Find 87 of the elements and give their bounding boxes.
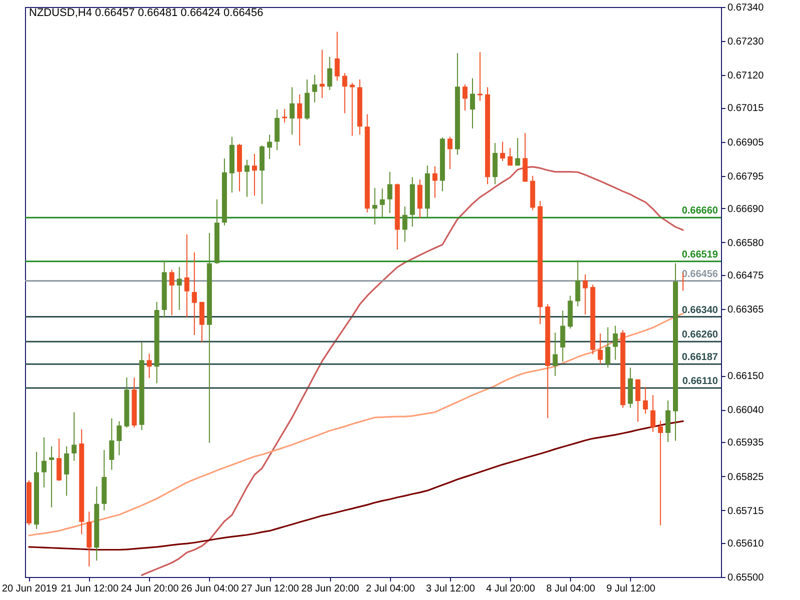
x-tick-label: 27 Jun 12:00	[241, 584, 300, 594]
candlestick	[42, 436, 47, 488]
candlestick	[575, 260, 580, 307]
candlestick	[650, 394, 656, 433]
candlestick	[515, 138, 520, 166]
candlestick	[665, 400, 670, 442]
candlestick	[290, 86, 295, 136]
candlestick	[552, 332, 558, 376]
candlestick	[560, 310, 566, 362]
x-tick-label: 3 Jul 12:00	[426, 584, 476, 594]
candlestick	[56, 438, 62, 482]
y-tick-label: 0.66580	[728, 238, 764, 249]
candlestick	[169, 269, 174, 316]
candlestick	[146, 353, 152, 379]
y-tick-label: 0.65825	[728, 472, 764, 483]
x-tick-label: 21 Jun 12:00	[60, 584, 119, 594]
x-tick-label: 28 Jun 20:00	[301, 584, 360, 594]
candlestick	[470, 78, 476, 129]
y-tick-label: 0.67120	[728, 70, 764, 82]
candlestick	[109, 418, 114, 470]
y-tick-label: 0.65500	[728, 572, 764, 584]
y-tick-label: 0.66905	[728, 137, 764, 148]
candlestick	[387, 171, 392, 214]
candlestick	[64, 446, 70, 496]
candlestick	[176, 266, 182, 310]
candlestick	[417, 179, 422, 219]
candlestick	[297, 94, 302, 146]
candlestick	[342, 72, 348, 114]
x-tick-label: 24 Jun 20:00	[120, 584, 180, 594]
candlestick	[582, 274, 588, 316]
candlestick	[116, 420, 122, 456]
y-tick-label: 0.66150	[728, 371, 764, 382]
candlestick	[192, 252, 197, 336]
candlestick	[642, 386, 648, 414]
candlestick	[508, 147, 513, 166]
y-tick-label: 0.66795	[728, 171, 764, 182]
candlestick	[658, 420, 663, 526]
candlestick	[372, 187, 378, 225]
candlestick	[522, 132, 528, 182]
y-tick-label: 0.67230	[728, 36, 764, 48]
candlestick	[478, 52, 483, 102]
candlestick	[49, 446, 54, 508]
candlestick	[199, 301, 204, 343]
candlestick	[267, 134, 272, 160]
candlestick	[402, 206, 408, 242]
ref-line-label: 0.66110	[682, 376, 718, 388]
candlestick	[184, 234, 190, 318]
y-tick-label: 0.66365	[728, 304, 764, 316]
x-tick-label: 20 Jun 2019	[2, 584, 58, 594]
y-tick-label: 0.66475	[728, 270, 764, 282]
x-tick-label: 9 Jul 12:00	[606, 584, 656, 594]
ref-line-label: 0.66660	[682, 206, 718, 217]
candlestick	[605, 326, 610, 368]
ref-line-label: 0.66519	[682, 249, 718, 260]
ref-line-label: 0.66260	[682, 330, 718, 341]
y-tick-label: 0.67340	[728, 2, 764, 14]
candlestick	[312, 74, 318, 103]
y-tick-label: 0.65935	[728, 438, 764, 449]
x-tick-label: 8 Jul 04:00	[546, 584, 596, 594]
candlestick	[274, 109, 280, 151]
y-tick-label: 0.65715	[728, 506, 764, 517]
x-tick-label: 4 Jul 20:00	[486, 584, 536, 594]
y-tick-label: 0.67015	[728, 103, 764, 114]
ref-line-label: 0.66456	[682, 268, 718, 280]
y-tick-label: 0.65610	[728, 538, 764, 550]
candlestick	[462, 84, 468, 111]
candlestick	[72, 412, 77, 462]
candlestick	[598, 333, 603, 365]
y-tick-label: 0.66040	[728, 405, 764, 416]
candlestick	[447, 136, 452, 170]
candlestick	[612, 325, 618, 360]
candlestick	[327, 56, 332, 91]
chart-title: NZDUSD,H4 0.66457 0.66481 0.66424 0.66456	[29, 7, 264, 19]
candlestick	[334, 31, 340, 82]
x-tick-label: 26 Jun 04:00	[181, 584, 240, 594]
candlestick	[244, 159, 250, 198]
candlestick	[252, 153, 258, 196]
candlestick	[432, 166, 438, 198]
y-tick-label: 0.66690	[728, 204, 764, 215]
ref-line-label: 0.66187	[682, 352, 718, 364]
candlestick	[380, 188, 385, 218]
candlestick	[635, 378, 640, 422]
candlestick	[282, 108, 288, 124]
line-series	[28, 312, 684, 536]
x-tick-label: 2 Jul 04:00	[366, 584, 416, 594]
candlestick	[500, 141, 506, 162]
ref-line-label: 0.66340	[682, 304, 718, 316]
